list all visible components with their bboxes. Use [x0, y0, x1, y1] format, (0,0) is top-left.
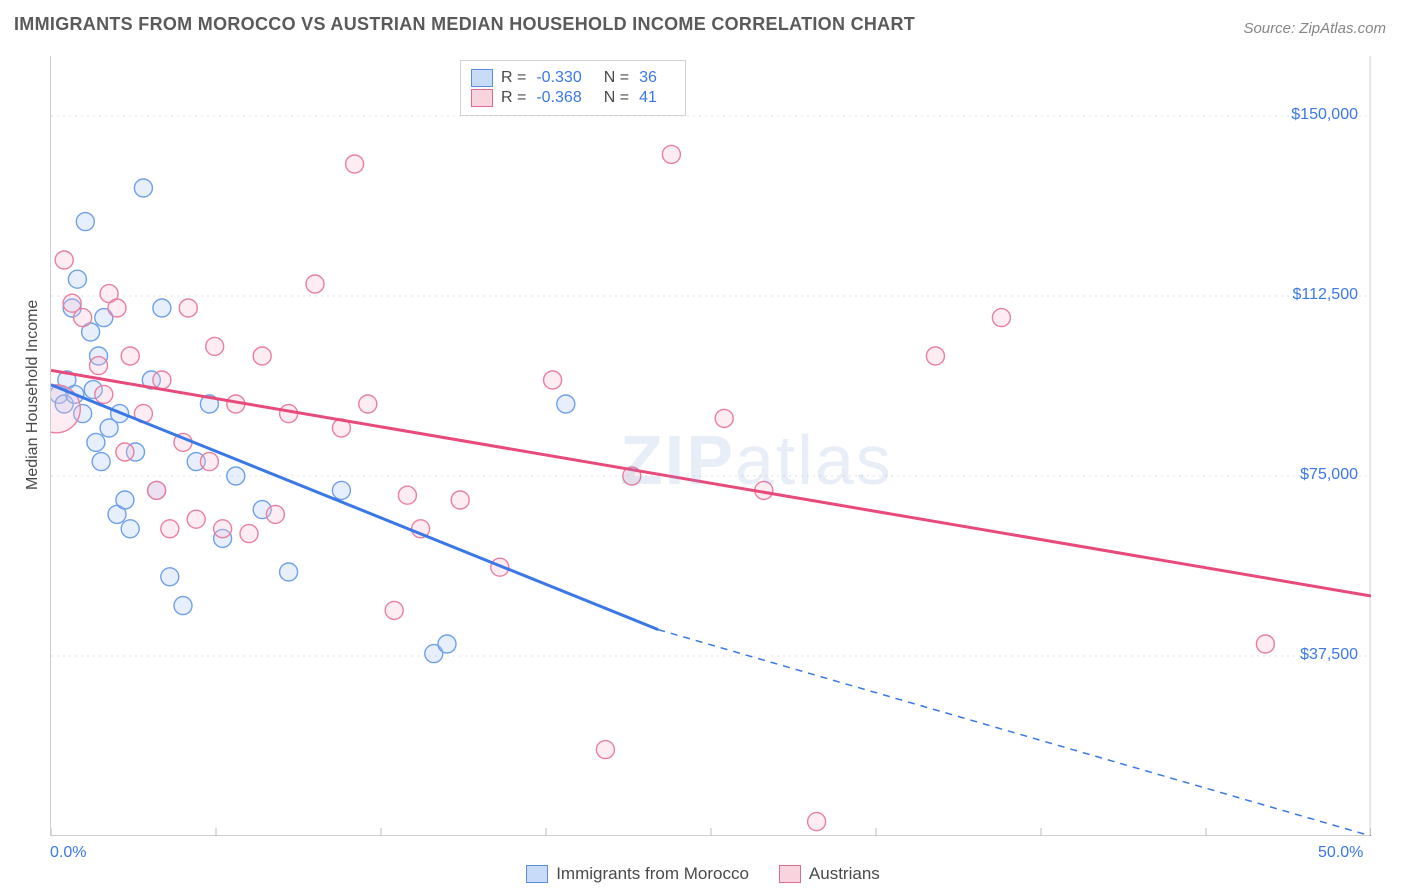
stats-legend-box: R = -0.330 N = 36 R = -0.368 N = 41 [460, 60, 686, 116]
stat-n-value: 36 [639, 69, 657, 87]
scatter-svg [51, 56, 1371, 836]
stat-r-value: -0.368 [536, 89, 581, 107]
y-tick-label: $112,500 [1292, 286, 1358, 304]
stat-r-label: R = [501, 89, 526, 107]
legend-item-austrians: Austrians [779, 864, 880, 884]
stat-n-label: N = [604, 69, 629, 87]
x-tick-label: 0.0% [50, 844, 86, 862]
stats-legend-row: R = -0.330 N = 36 [471, 69, 671, 87]
stat-r-label: R = [501, 69, 526, 87]
legend-label: Immigrants from Morocco [556, 864, 749, 884]
plot-area [50, 56, 1370, 836]
legend-swatch-morocco [471, 69, 493, 87]
stat-n-value: 41 [639, 89, 657, 107]
legend-swatch-austrians [471, 89, 493, 107]
x-tick-label: 50.0% [1318, 844, 1363, 862]
series-legend: Immigrants from Morocco Austrians [0, 864, 1406, 884]
y-axis-label: Median Household Income [24, 300, 42, 490]
y-tick-label: $150,000 [1291, 106, 1358, 124]
stat-n-label: N = [604, 89, 629, 107]
stat-r-value: -0.330 [536, 69, 581, 87]
chart-container: IMMIGRANTS FROM MOROCCO VS AUSTRIAN MEDI… [0, 0, 1406, 892]
legend-swatch-icon [779, 865, 801, 883]
chart-title: IMMIGRANTS FROM MOROCCO VS AUSTRIAN MEDI… [14, 14, 915, 35]
source-label: Source: ZipAtlas.com [1243, 20, 1386, 37]
stats-legend-row: R = -0.368 N = 41 [471, 89, 671, 107]
legend-swatch-icon [526, 865, 548, 883]
y-tick-label: $37,500 [1300, 646, 1358, 664]
legend-label: Austrians [809, 864, 880, 884]
legend-item-morocco: Immigrants from Morocco [526, 864, 749, 884]
y-tick-label: $75,000 [1300, 466, 1358, 484]
